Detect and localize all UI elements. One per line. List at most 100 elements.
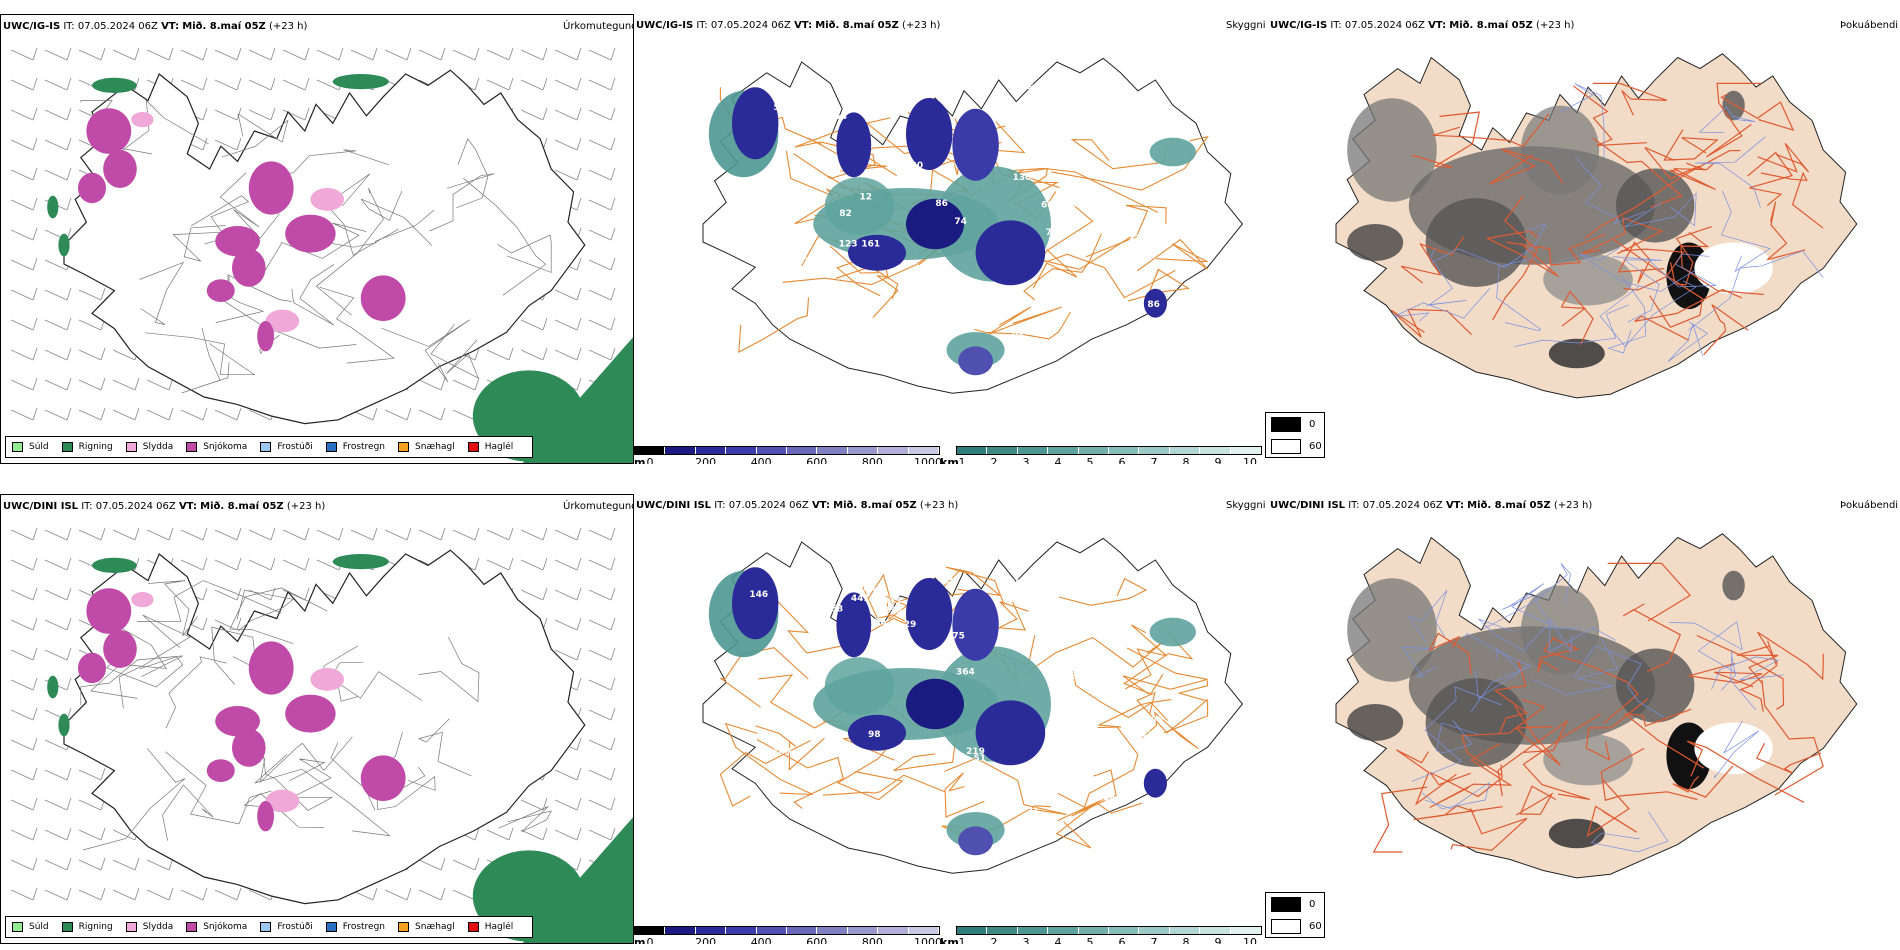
colorbar-unit: m [634,456,646,464]
road-network [1390,82,1824,356]
legend-swatch [398,442,410,452]
cloud-base-value: 71 [1027,807,1040,817]
colorbar-swatches [956,926,1262,935]
legend-swatch [12,922,23,932]
precip-type-map [10,527,633,943]
legend-label: Snæhagl [415,442,455,452]
cloud-base-value: 82 [1012,329,1025,339]
model-name: UWC/DINI ISL [1270,500,1346,511]
colorbar-labels: 0 200 400 600 800 1000 [634,456,943,464]
valid-time: Mið. 8.maí 05Z [1467,500,1551,511]
colorbar-step [1169,447,1201,454]
cloud-base-value: 123 [839,240,858,250]
cloud-base-labels: 99 75 76 124 98 58 70 95 441 336 219 106 53 59 68 29 364… [749,567,1163,819]
fog-legend-item: 60 [1271,919,1322,934]
colorbar-step [756,447,788,454]
colorbar-swatches [634,446,940,455]
cloud-base-value: 77 [945,581,958,591]
cloud-visibility-map: 99 75 76 124 98 58 70 95 441 336 219 106 53 59 68 29 364… [702,537,1244,874]
legend-swatch [12,442,23,452]
road-network [1401,563,1784,853]
colorbar-step [878,447,909,454]
cloud-base-value: 62 [734,241,747,251]
model-name: UWC/DINI ISL [636,500,712,511]
colorbar-tick: 5 [1086,456,1094,464]
colorbar-tick: 2 [990,936,998,944]
cloud-base-value: 184 [869,107,888,117]
fog-legend-item: 0 [1271,417,1315,432]
glacier-area [1694,722,1773,775]
cloud-base-value: 92 [980,775,993,785]
legend-swatch [467,922,479,932]
colorbar-tick: 1000 [914,936,942,944]
valid-time: Mið. 8.maí 05Z [833,500,917,511]
colorbar-tick: 7 [1150,456,1158,464]
cloud-base-value: 92 [1116,665,1129,675]
legend-swatch [260,442,272,452]
colorbar-unit: m [634,936,646,944]
colorbar-tick: 8 [1182,456,1190,464]
legend-label: Frostregn [342,442,386,452]
cloud-base-value: 433 [882,597,901,607]
colorbar-step [1200,447,1231,454]
visibility-colorbar: km 1 2 3 4 5 6 7 8 9 10 [940,926,1262,944]
panel-title: UWC/DINI ISL IT: 07.05.2024 06Z VT: Mið.… [1270,500,1592,511]
valid-label: VT: [1445,500,1464,511]
cloud-visibility-panel: 86 62 59 12 82 52 64 86 74 146 161 165 320 237 197 64 54… [634,14,1268,464]
legend-label: Snæhagl [415,922,455,932]
forecast-offset: (+23 h) [286,501,326,512]
init-time: 07.05.2024 06Z [728,500,809,511]
colorbar-step [1048,927,1079,934]
precip-ocean-area [522,817,633,943]
cloud-base-value: 70 [1049,747,1062,757]
panel-title: UWC/IG-IS IT: 07.05.2024 06Z VT: Mið. 8.… [1270,20,1574,31]
valid-label: VT: [1428,20,1447,31]
legend-label: Slydda [142,922,174,932]
colorbar-step [787,927,818,934]
legend-label: Frostregn [342,922,386,932]
colorbar-labels: 1 2 3 4 5 6 7 8 9 10 [956,936,1262,944]
legend-item-2: Slydda [125,922,174,932]
legend-label: Frostúði [277,442,313,452]
colorbar-tick: 200 [695,936,717,944]
init-label: IT: [1348,500,1360,511]
fog-legend-swatch [1271,897,1301,912]
cloud-base-value: 64 [1027,84,1040,94]
precip-type-legend: Súld Rigning Slydda Snjókoma Frostúði Frostre… [5,436,534,458]
colorbar-step [726,927,757,934]
colorbar-tick: 6 [1118,456,1126,464]
legend-item-7: Haglél [467,922,513,932]
cloud-base-value: 75 [952,632,965,642]
valid-label: VT: [161,21,180,32]
legend-item-0: Súld [12,922,49,932]
valid-time: Mið. 8.maí 05Z [1449,20,1533,31]
init-label: IT: [63,21,75,32]
fog-legend-item: 60 [1271,439,1322,454]
colorbar-tick: 600 [806,936,828,944]
legend-swatch [61,442,73,452]
colorbar-tick: 8 [1182,936,1190,944]
road-network [1394,83,1824,362]
colorbar-step [957,447,988,454]
legend-item-0: Súld [12,442,49,452]
colorbar-step [1169,927,1201,934]
colorbar-step [878,927,909,934]
colorbar-tick: 9 [1214,456,1222,464]
cloud-base-value: 120 [904,161,923,171]
cloud-base-value: 149 [773,747,792,757]
cloud-base-value: 106 [1144,716,1163,726]
colorbar-tick: 10 [1243,456,1257,464]
panel-field-name: Þokuábendi [1840,500,1899,511]
colorbar-tick: 5 [1086,936,1094,944]
init-time: 07.05.2024 06Z [1362,500,1443,511]
cloud-base-value: 64 [733,298,746,308]
colorbar-step [665,927,696,934]
colorbar-step [787,447,818,454]
legend-swatch [467,442,479,452]
cloud-base-value: 66 [1041,201,1054,211]
fog-legend-swatch [1271,417,1301,432]
colorbar-tick: 1000 [914,456,942,464]
legend-label: Snjókoma [203,442,248,452]
colorbar-step [1109,447,1140,454]
legend-swatch [125,922,137,932]
